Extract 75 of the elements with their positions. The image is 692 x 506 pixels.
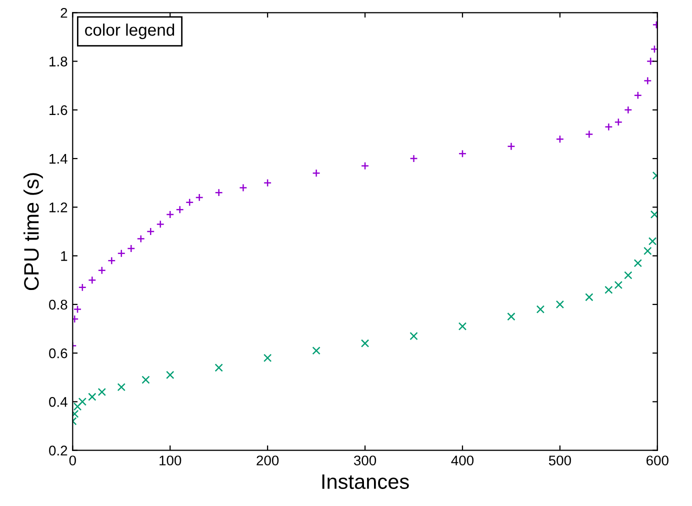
point [604,286,613,294]
point [604,122,613,132]
y-axis-title: CPU time (s) [24,173,43,290]
legend-title: color legend [85,24,174,40]
y-tick-label: 0.6 [49,348,68,358]
point [146,227,155,236]
point [410,154,418,163]
point [98,266,106,274]
point [556,300,564,309]
point [166,370,174,380]
y-tick-label: 1.8 [50,56,68,66]
x-tick-label: 600 [646,456,668,466]
point [644,76,652,85]
y-tick-label: 2 [60,8,68,18]
point [536,305,545,314]
y-tick-label: 0.2 [49,446,68,456]
x-tick-label: 0 [69,456,76,466]
point [78,398,87,406]
point [127,244,136,253]
x-axis-title: Instances [322,474,409,490]
point [507,312,516,321]
point [650,45,658,54]
point [458,322,467,330]
point [585,130,594,138]
point [108,256,116,265]
point [648,237,657,246]
point [410,332,418,340]
point [156,220,164,228]
point [634,91,642,100]
x-tick-label: 500 [548,456,571,466]
point [176,206,184,214]
x-tick-label: 400 [451,456,474,466]
point [458,150,467,158]
x-tick-label: 200 [256,456,279,466]
point [73,305,82,314]
point [98,388,106,396]
point [166,210,174,219]
point [88,276,96,284]
y-tick-label: 0.8 [49,300,68,310]
point [644,246,652,256]
point [214,364,223,372]
point [507,142,516,150]
point [214,188,223,197]
point [136,234,145,243]
x-tick-label: 100 [160,456,182,466]
point [556,134,564,144]
point [195,193,204,202]
y-tick-label: 1.6 [50,105,68,116]
point [263,178,272,187]
point [614,118,623,126]
point [634,259,642,268]
point [646,57,655,66]
point [117,383,126,392]
point [614,280,623,290]
point [585,293,594,302]
point [117,249,126,258]
point [88,392,96,401]
y-tick-label: 1.4 [50,154,68,164]
point [73,402,82,411]
point [624,106,632,114]
point [624,271,632,280]
y-tick-label: 1 [61,251,68,261]
point [239,184,248,192]
point [650,210,658,219]
y-tick-label: 0.4 [49,397,68,407]
point [360,339,370,348]
point [312,346,320,355]
x-tick-label: 300 [354,456,376,466]
point [263,354,272,362]
point [312,169,320,178]
point [186,198,194,206]
point [360,162,370,170]
y-tick-label: 1.2 [50,202,68,212]
point [142,376,150,384]
point [78,283,87,292]
